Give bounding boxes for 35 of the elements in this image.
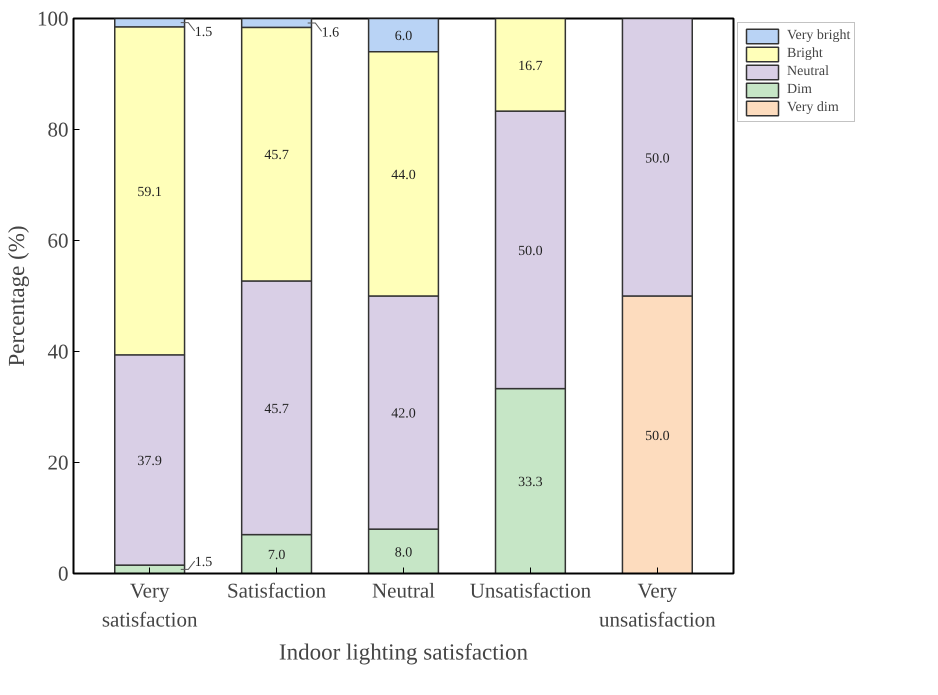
data-label: 44.0	[391, 168, 416, 183]
legend-label: Neutral	[787, 63, 829, 81]
data-label: 50.0	[518, 244, 543, 259]
data-label: 1.5	[194, 24, 212, 40]
data-label: 8.0	[394, 545, 412, 560]
y-tick-label: 100	[37, 6, 68, 30]
data-label: 50.0	[645, 151, 670, 166]
x-tick-label: Satisfaction	[227, 578, 327, 602]
data-label: 16.7	[518, 58, 543, 74]
y-tick-label: 60	[48, 228, 68, 252]
y-axis-title: Percentage (%)	[4, 225, 29, 367]
legend-label: Dim	[787, 81, 812, 99]
x-tick-label: Unsatisfaction	[470, 578, 592, 602]
y-tick-label: 0	[58, 562, 68, 586]
data-label: 50.0	[645, 428, 670, 444]
data-label: 45.7	[264, 148, 289, 164]
legend-label: Very dim	[787, 99, 839, 117]
data-label: 45.7	[264, 402, 289, 417]
x-axis-title: Indoor lighting satisfaction	[278, 639, 529, 664]
data-label: 6.0	[394, 29, 412, 44]
data-label: 33.3	[518, 475, 543, 490]
data-label: 37.9	[137, 454, 162, 470]
legend-label: Very bright	[787, 27, 850, 45]
x-tick-label: Neutral	[372, 578, 436, 602]
data-label: 59.1	[137, 184, 162, 200]
y-tick-label: 80	[48, 118, 68, 142]
data-label: 42.0	[391, 406, 416, 422]
x-tick-label: Very satisfaction	[102, 578, 198, 632]
y-tick-label: 40	[48, 340, 68, 364]
data-label: 1.6	[322, 25, 340, 40]
legend-label: Bright	[787, 45, 823, 63]
data-label: 7.0	[268, 548, 286, 564]
data-label: 1.5	[194, 555, 212, 570]
x-tick-label: Very unsatisfaction	[599, 578, 716, 632]
y-tick-label: 20	[48, 450, 68, 474]
